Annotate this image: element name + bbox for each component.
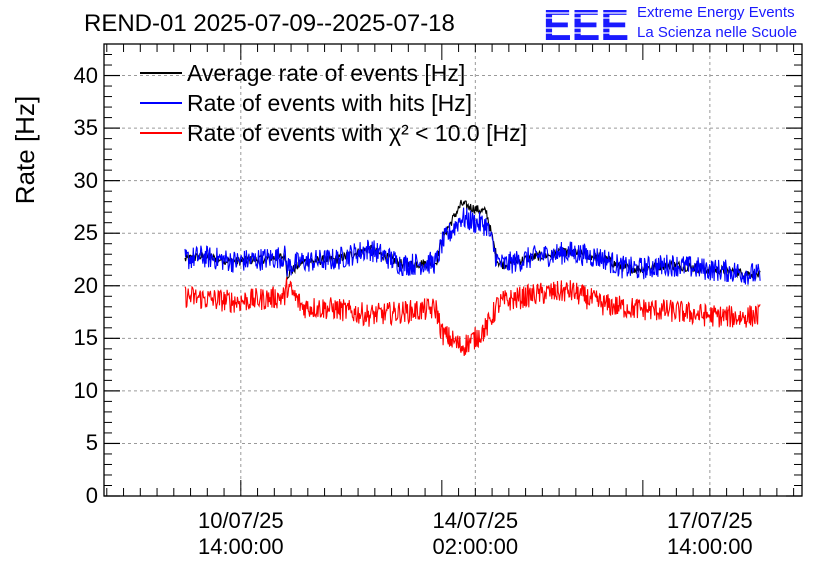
svg-text:EEE: EEE bbox=[543, 2, 629, 44]
eee-logo: EEE bbox=[543, 2, 631, 44]
axis-ticks bbox=[104, 43, 802, 497]
x-tick-label-date: 17/07/25 bbox=[667, 508, 753, 533]
y-tick-label: 30 bbox=[73, 167, 98, 193]
x-tick-label-time: 14:00:00 bbox=[667, 534, 753, 559]
series-chi2-line bbox=[184, 277, 761, 356]
y-tick-label: 25 bbox=[73, 220, 98, 246]
legend-swatch-chi2 bbox=[140, 132, 182, 134]
logo-line2: La Scienza nelle Scuole bbox=[637, 24, 798, 41]
legend-label-hits: Rate of events with hits [Hz] bbox=[187, 90, 473, 116]
y-tick-label: 20 bbox=[73, 272, 98, 298]
y-axis-label: Rate [Hz] bbox=[10, 95, 40, 205]
x-tick-label-time: 14:00:00 bbox=[197, 534, 284, 559]
y-tick-label: 35 bbox=[73, 115, 98, 141]
grid-lines bbox=[104, 44, 802, 496]
chart-title: REND-01 2025-07-09--2025-07-18 bbox=[84, 10, 455, 37]
y-tick-label: 10 bbox=[73, 377, 98, 403]
logo-line1: Extreme Energy Events bbox=[637, 4, 795, 21]
x-tick-label-time: 02:00:00 bbox=[432, 534, 519, 559]
legend-swatch-hits bbox=[140, 102, 182, 104]
series-hits-line bbox=[184, 207, 761, 285]
legend-swatch-average bbox=[140, 72, 182, 74]
series-layer bbox=[184, 199, 761, 356]
legend-label-average: Average rate of events [Hz] bbox=[187, 60, 466, 86]
y-tick-label: 15 bbox=[73, 325, 98, 351]
x-tick-label-date: 10/07/25 bbox=[197, 508, 284, 533]
y-tick-label: 5 bbox=[85, 430, 98, 456]
y-tick-label: 40 bbox=[73, 62, 98, 88]
legend-label-chi2: Rate of events with χ² < 10.0 [Hz] bbox=[187, 120, 527, 146]
y-tick-label: 0 bbox=[85, 483, 98, 508]
x-tick-label-date: 14/07/25 bbox=[432, 508, 519, 533]
plot-frame bbox=[103, 43, 803, 497]
